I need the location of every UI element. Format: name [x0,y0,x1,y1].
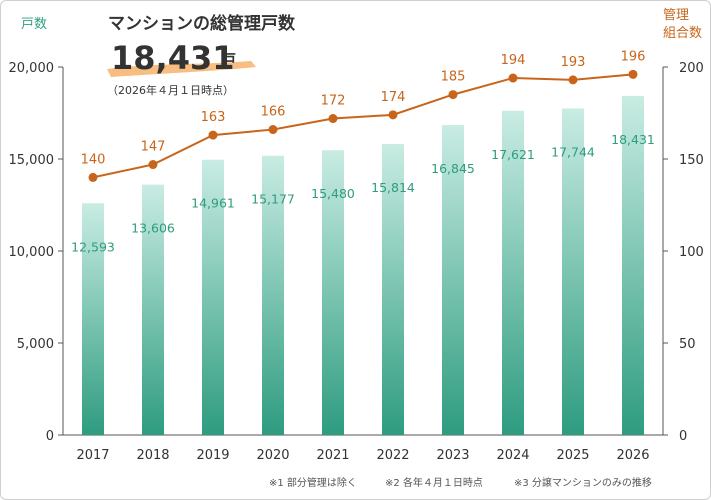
line-point [328,114,338,124]
bar-series [82,95,644,436]
x-tick-label: 2020 [256,448,289,463]
line-path [92,73,634,179]
bar [262,155,284,435]
line-point [268,125,278,135]
line-value-label: 147 [141,140,166,155]
bar-value-label: 15,177 [251,192,295,207]
line-value-label: 163 [201,110,226,125]
left-tick-label: 5,000 [17,337,54,352]
bar-value-label: 13,606 [131,221,175,236]
left-tick-label: 15,000 [9,153,55,168]
bar-value-label: 17,744 [551,145,595,160]
footnote-1: ※1 部分管理は除く [269,476,357,489]
axes: 0 5,000 10,000 15,000 20,000 0 50 100 150 200 [9,61,704,444]
right-axis-unit-line1: 管理 [663,8,689,23]
bar-value-label: 16,845 [431,161,475,176]
line-point [388,110,398,120]
line-value-label: 193 [561,55,586,70]
line-point [448,90,458,100]
bar [502,110,524,436]
line-point [628,69,638,79]
line-value-label: 166 [261,105,286,120]
x-tick-label: 2019 [196,448,229,463]
line-point [508,73,518,83]
right-axis-unit-line2: 組合数 [663,26,702,41]
left-axis-unit: 戸数 [21,17,47,32]
line-point [568,75,578,85]
x-tick-label: 2022 [376,448,409,463]
line-value-label: 185 [441,70,466,85]
bar [142,184,164,435]
left-tick-label: 10,000 [9,245,55,260]
x-tick-label: 2023 [436,448,469,463]
right-tick-label: 0 [679,429,687,444]
bar-value-label: 15,480 [311,186,355,201]
line-point [148,160,158,170]
headline-title: マンションの総管理戸数 [108,13,296,34]
highlight-brush [107,61,256,77]
left-tick-label: 20,000 [9,61,55,76]
left-tick-label: 0 [46,429,54,444]
bar-value-labels: 12,593 13,606 14,961 15,177 15,480 15,814 16,8… [71,132,655,254]
bar [442,125,464,435]
x-tick-label: 2025 [556,448,589,463]
bar-value-label: 14,961 [191,196,235,211]
x-tick-label: 2026 [616,448,649,463]
bar [202,159,224,436]
right-tick-label: 200 [679,61,704,76]
line-value-label: 196 [621,49,646,64]
line-value-labels: 140 147 163 166 172 174 185 194 193 196 [81,49,646,167]
line-value-label: 172 [321,94,346,109]
right-tick-label: 100 [679,245,704,260]
line-value-label: 140 [81,152,106,167]
headline-total-unit: 戸 [221,51,236,69]
bar-value-label: 15,814 [371,180,415,195]
x-axis-labels: 2017 2018 2019 2020 2021 2022 2023 2024 2025 2026 [76,448,649,463]
headline-total-value: 18,431 [111,39,234,77]
bar [562,108,584,435]
line-point [208,130,218,140]
bar [82,203,104,435]
x-tick-label: 2021 [316,448,349,463]
x-tick-label: 2024 [496,448,529,463]
right-tick-label: 150 [679,153,704,168]
line-series [88,69,638,182]
right-tick-label: 50 [679,337,696,352]
x-tick-label: 2017 [76,448,109,463]
bar-value-label: 17,621 [491,147,535,162]
x-tick-label: 2018 [136,448,169,463]
bar-value-label: 12,593 [71,239,115,254]
bar [382,144,404,435]
line-value-label: 194 [501,53,526,68]
line-point [88,172,98,182]
footnote-3: ※3 分譲マンションのみの推移 [514,476,652,489]
bar [622,95,644,435]
bar-value-label: 18,431 [611,132,655,147]
line-value-label: 174 [381,90,406,105]
headline-as-of: （2026年４月１日時点） [107,83,234,97]
bar [322,150,344,435]
footnote-2: ※2 各年４月１日時点 [385,476,483,489]
